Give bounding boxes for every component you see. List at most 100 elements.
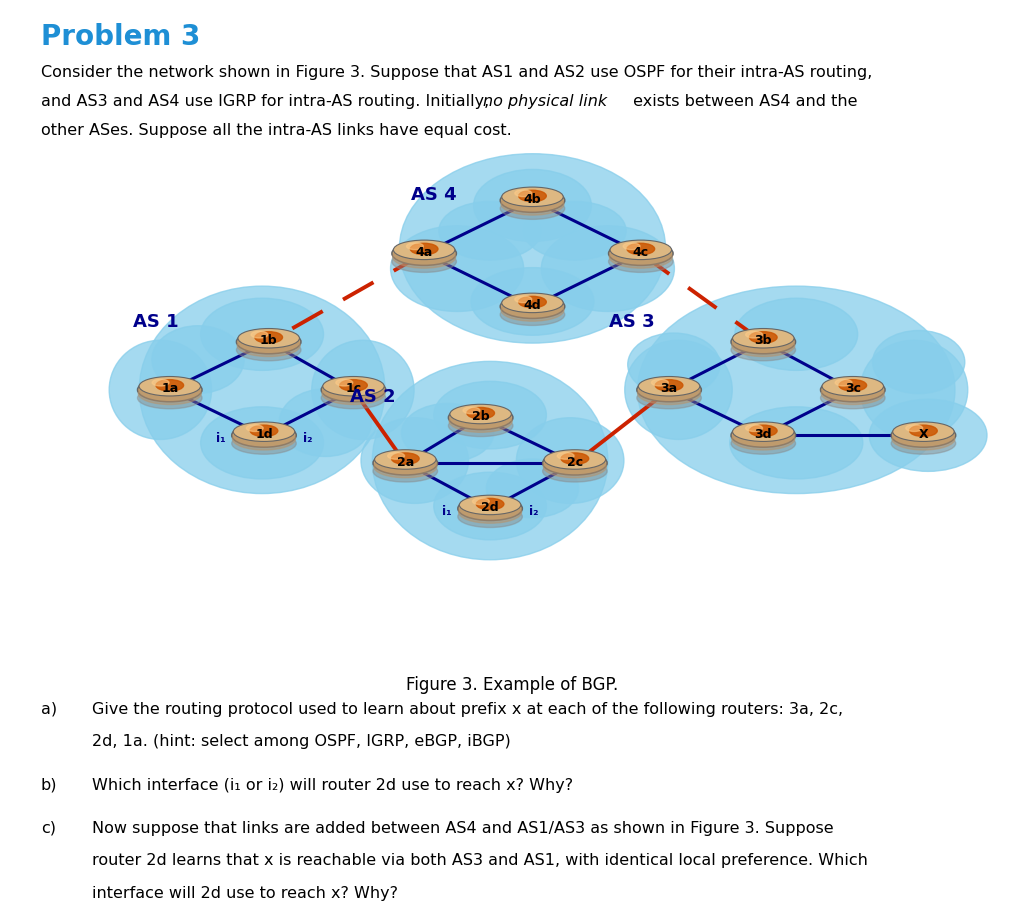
Ellipse shape	[392, 246, 456, 268]
Text: no physical link: no physical link	[483, 94, 607, 109]
Text: 3d: 3d	[755, 428, 772, 441]
Ellipse shape	[625, 340, 732, 439]
Ellipse shape	[280, 389, 372, 456]
Ellipse shape	[138, 382, 202, 404]
Ellipse shape	[651, 379, 669, 386]
Ellipse shape	[609, 246, 673, 268]
Ellipse shape	[110, 340, 212, 439]
Ellipse shape	[502, 293, 563, 313]
Ellipse shape	[638, 376, 699, 396]
Text: i₂: i₂	[529, 505, 539, 518]
Ellipse shape	[501, 299, 564, 321]
Text: Consider the network shown in Figure 3. Suppose that AS1 and AS2 use OSPF for th: Consider the network shown in Figure 3. …	[41, 65, 872, 80]
Ellipse shape	[201, 299, 324, 371]
Ellipse shape	[557, 453, 574, 459]
Text: 1a: 1a	[161, 382, 178, 395]
Text: c): c)	[41, 821, 56, 836]
Text: 4d: 4d	[523, 299, 542, 312]
Ellipse shape	[373, 460, 437, 482]
Ellipse shape	[407, 243, 423, 250]
Ellipse shape	[731, 433, 796, 455]
Ellipse shape	[434, 473, 547, 539]
Ellipse shape	[731, 339, 796, 361]
Text: 1d: 1d	[255, 428, 272, 441]
Ellipse shape	[839, 380, 866, 391]
Text: i₁: i₁	[216, 431, 225, 445]
Ellipse shape	[460, 495, 521, 515]
Text: 2a: 2a	[396, 456, 414, 469]
Ellipse shape	[891, 433, 955, 455]
Ellipse shape	[893, 422, 954, 441]
Ellipse shape	[628, 333, 720, 396]
Ellipse shape	[463, 407, 480, 414]
Ellipse shape	[411, 244, 438, 254]
Ellipse shape	[516, 418, 624, 503]
Ellipse shape	[523, 201, 626, 260]
Ellipse shape	[872, 330, 965, 393]
Ellipse shape	[238, 328, 299, 348]
Text: 4b: 4b	[523, 193, 542, 206]
Ellipse shape	[322, 382, 385, 404]
Ellipse shape	[543, 451, 607, 475]
Ellipse shape	[401, 403, 494, 462]
Text: router 2d learns that x is reachable via both AS3 and AS1, with identical local : router 2d learns that x is reachable via…	[92, 853, 868, 869]
Ellipse shape	[627, 244, 654, 254]
Ellipse shape	[638, 286, 955, 493]
Text: 3b: 3b	[755, 335, 772, 347]
Ellipse shape	[250, 425, 278, 437]
Ellipse shape	[391, 453, 419, 465]
Text: Which interface (i₁ or i₂) will router 2d use to reach x? Why?: Which interface (i₁ or i₂) will router 2…	[92, 778, 573, 793]
Ellipse shape	[476, 498, 504, 510]
Ellipse shape	[373, 362, 608, 560]
Ellipse shape	[638, 382, 700, 404]
Ellipse shape	[393, 240, 455, 260]
Text: 2d: 2d	[481, 502, 499, 514]
Ellipse shape	[450, 404, 511, 424]
Ellipse shape	[637, 378, 701, 401]
Ellipse shape	[906, 425, 923, 431]
Text: i₂: i₂	[303, 431, 312, 445]
Ellipse shape	[732, 335, 795, 356]
Text: other ASes. Suppose all the intra-AS links have equal cost.: other ASes. Suppose all the intra-AS lin…	[41, 123, 512, 138]
Text: i₁: i₁	[442, 505, 452, 518]
Ellipse shape	[892, 428, 955, 450]
Text: Problem 3: Problem 3	[41, 23, 201, 51]
Text: exists between AS4 and the: exists between AS4 and the	[628, 94, 857, 109]
Ellipse shape	[336, 379, 352, 386]
Ellipse shape	[247, 425, 263, 431]
Ellipse shape	[360, 418, 468, 503]
Ellipse shape	[156, 380, 183, 391]
Ellipse shape	[486, 459, 579, 518]
Ellipse shape	[390, 226, 523, 311]
Text: 1c: 1c	[345, 382, 361, 395]
Text: Figure 3. Example of BGP.: Figure 3. Example of BGP.	[406, 676, 618, 695]
Ellipse shape	[251, 331, 268, 338]
Text: 3a: 3a	[660, 382, 678, 395]
Text: and AS3 and AS4 use IGRP for intra-AS routing. Initially,: and AS3 and AS4 use IGRP for intra-AS ro…	[41, 94, 495, 109]
Text: interface will 2d use to reach x? Why?: interface will 2d use to reach x? Why?	[92, 886, 398, 901]
Ellipse shape	[750, 332, 777, 343]
Ellipse shape	[608, 251, 673, 272]
Ellipse shape	[255, 332, 283, 343]
Ellipse shape	[745, 425, 763, 431]
Ellipse shape	[501, 193, 564, 215]
Ellipse shape	[458, 506, 522, 528]
Text: 4a: 4a	[416, 246, 433, 259]
Text: Now suppose that links are added between AS4 and AS1/AS3 as shown in Figure 3. S: Now suppose that links are added between…	[92, 821, 834, 836]
Ellipse shape	[544, 456, 606, 478]
Ellipse shape	[502, 187, 563, 207]
Ellipse shape	[233, 422, 295, 441]
Ellipse shape	[501, 198, 565, 219]
Ellipse shape	[373, 451, 437, 475]
Text: 1b: 1b	[260, 335, 278, 347]
Ellipse shape	[542, 226, 675, 311]
Ellipse shape	[822, 376, 884, 396]
Text: X: X	[919, 428, 928, 441]
Ellipse shape	[501, 189, 565, 212]
Text: AS 3: AS 3	[608, 313, 654, 331]
Ellipse shape	[399, 153, 666, 343]
Text: 4c: 4c	[633, 246, 649, 259]
Ellipse shape	[450, 410, 512, 432]
Text: b): b)	[41, 778, 57, 793]
Ellipse shape	[388, 453, 404, 459]
